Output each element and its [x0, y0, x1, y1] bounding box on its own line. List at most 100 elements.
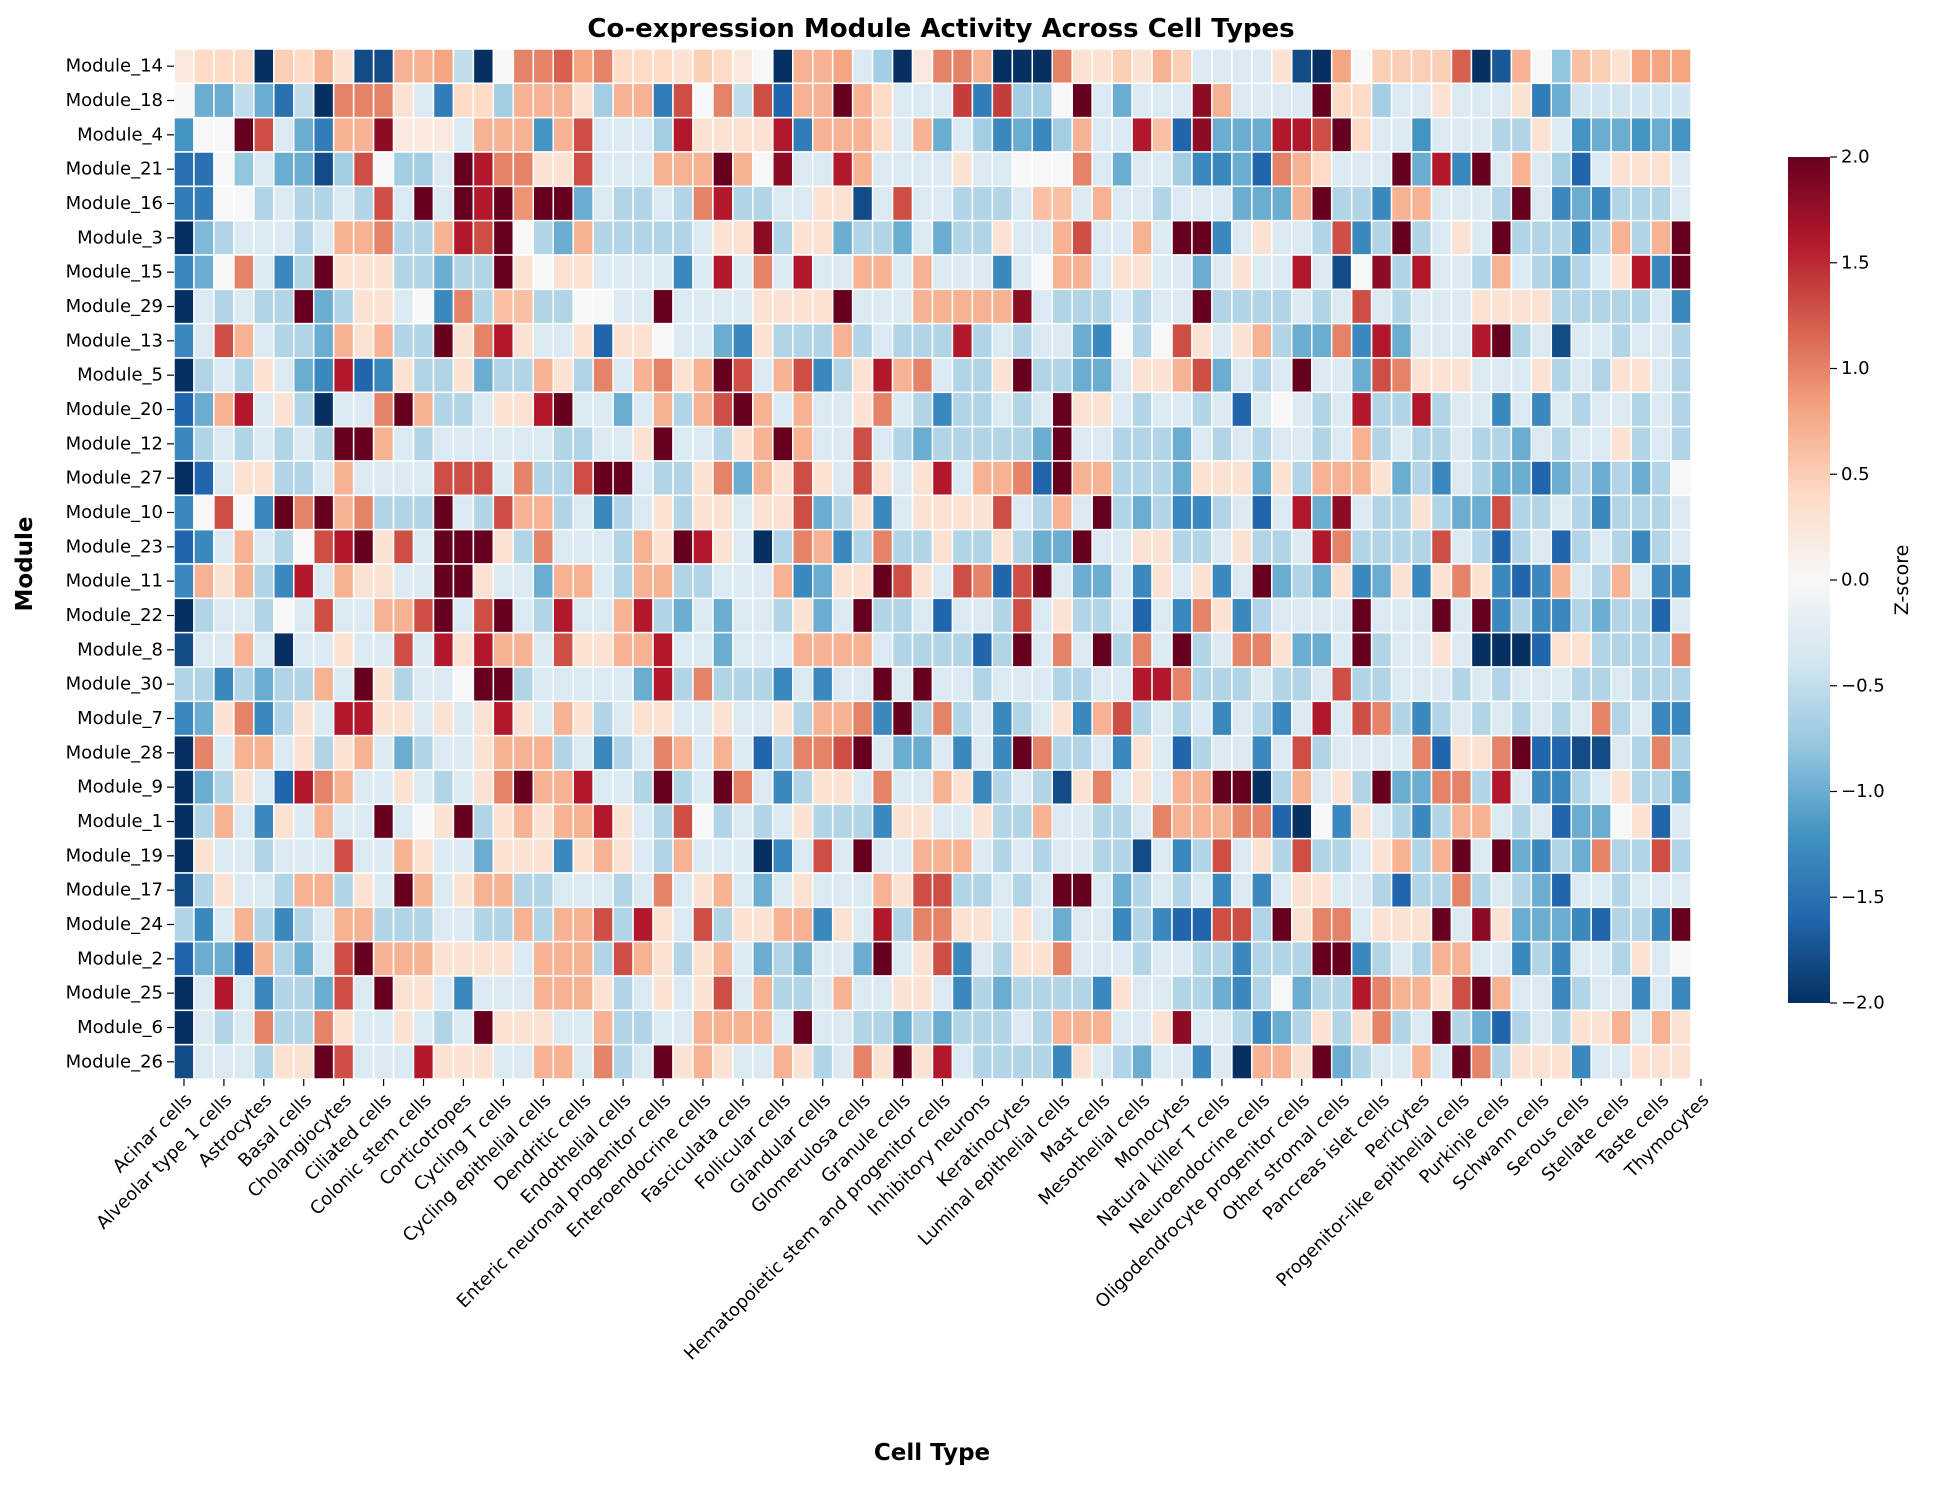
heatmap-cell	[732, 528, 754, 565]
heatmap-cell	[1450, 219, 1473, 256]
heatmap-cell	[712, 322, 734, 359]
heatmap-cell	[1630, 322, 1652, 359]
heatmap-cell	[632, 597, 654, 634]
heatmap-cell	[652, 975, 674, 1012]
heatmap-cell	[1031, 563, 1054, 600]
heatmap-cell	[213, 1043, 235, 1080]
heatmap-cell	[1490, 151, 1513, 188]
heatmap-cell	[1131, 48, 1153, 85]
heatmap-cell	[193, 82, 215, 119]
heatmap-cell	[372, 837, 395, 874]
heatmap-cell	[1410, 116, 1433, 153]
heatmap-cell	[492, 1009, 515, 1046]
heatmap-cell	[1590, 219, 1612, 256]
heatmap-cell	[432, 322, 455, 359]
heatmap-cell	[792, 425, 814, 462]
heatmap-cell	[1370, 803, 1393, 840]
heatmap-cell	[1430, 322, 1453, 359]
heatmap-cell	[1590, 48, 1612, 85]
heatmap-cell	[1211, 940, 1233, 977]
heatmap-cell	[991, 734, 1014, 771]
heatmap-cell	[452, 288, 475, 325]
heatmap-cell	[452, 425, 475, 462]
x-axis-label: Cell Type	[874, 1440, 990, 1466]
heatmap-cell	[1191, 82, 1213, 119]
heatmap-cell	[273, 254, 295, 291]
heatmap-cell	[1650, 425, 1672, 462]
heatmap-cell	[1151, 425, 1173, 462]
heatmap-cell	[332, 803, 355, 840]
heatmap-cell	[1610, 494, 1632, 531]
heatmap-cell	[193, 666, 215, 703]
heatmap-cell	[652, 769, 674, 806]
heatmap-cell	[1650, 803, 1672, 840]
heatmap-cell	[612, 48, 634, 85]
heatmap-cell	[991, 803, 1014, 840]
heatmap-cell	[1570, 254, 1592, 291]
heatmap-cell	[792, 460, 814, 497]
heatmap-cell	[632, 151, 654, 188]
heatmap-cell	[792, 597, 814, 634]
heatmap-cell	[293, 631, 315, 668]
y-tick-label: Module_3	[77, 227, 163, 248]
heatmap-cell	[792, 666, 814, 703]
heatmap-cell	[1111, 254, 1133, 291]
heatmap-cell	[552, 528, 574, 565]
heatmap-cell	[1091, 82, 1113, 119]
heatmap-cell	[552, 837, 574, 874]
heatmap-cell	[1350, 940, 1373, 977]
heatmap-cell	[951, 631, 974, 668]
heatmap-cell	[1191, 460, 1213, 497]
heatmap-cell	[1211, 288, 1233, 325]
heatmap-cell	[1630, 563, 1652, 600]
heatmap-cell	[512, 906, 535, 943]
heatmap-cell	[253, 219, 275, 256]
y-tick-label: Module_6	[77, 1017, 163, 1038]
heatmap-cell	[811, 666, 834, 703]
heatmap-cell	[592, 597, 614, 634]
heatmap-cell	[1330, 219, 1353, 256]
heatmap-cell	[1031, 940, 1054, 977]
heatmap-cell	[1191, 1009, 1213, 1046]
heatmap-cell	[312, 872, 335, 909]
heatmap-cell	[911, 872, 934, 909]
heatmap-cell	[372, 494, 395, 531]
heatmap-cell	[1390, 563, 1413, 600]
heatmap-cell	[612, 322, 634, 359]
heatmap-cell	[811, 425, 834, 462]
heatmap-cell	[831, 288, 854, 325]
heatmap-cell	[432, 597, 455, 634]
heatmap-cell	[931, 700, 954, 737]
heatmap-cell	[1390, 1043, 1413, 1080]
heatmap-cell	[672, 391, 694, 428]
heatmap-cell	[392, 391, 415, 428]
heatmap-cell	[1011, 1009, 1034, 1046]
heatmap-cell	[1430, 631, 1453, 668]
heatmap-cell	[332, 151, 355, 188]
heatmap-cell	[1510, 185, 1533, 222]
heatmap-cell	[193, 185, 215, 222]
heatmap-cell	[1251, 597, 1273, 634]
heatmap-cell	[971, 700, 994, 737]
heatmap-cell	[372, 528, 395, 565]
heatmap-cell	[1051, 666, 1073, 703]
heatmap-cell	[592, 1009, 614, 1046]
heatmap-cell	[911, 563, 934, 600]
heatmap-cell	[372, 254, 395, 291]
heatmap-cell	[1450, 460, 1473, 497]
heatmap-cell	[871, 803, 894, 840]
heatmap-cell	[193, 151, 215, 188]
heatmap-cell	[492, 700, 515, 737]
heatmap-cell	[332, 975, 355, 1012]
heatmap-cell	[871, 769, 894, 806]
heatmap-cell	[552, 1009, 574, 1046]
heatmap-cell	[1031, 219, 1054, 256]
heatmap-cell	[592, 151, 614, 188]
heatmap-cell	[273, 48, 295, 85]
heatmap-cell	[1470, 425, 1493, 462]
heatmap-cell	[412, 528, 435, 565]
heatmap-cell	[1490, 700, 1513, 737]
heatmap-cell	[512, 528, 535, 565]
heatmap-cell	[1131, 906, 1153, 943]
